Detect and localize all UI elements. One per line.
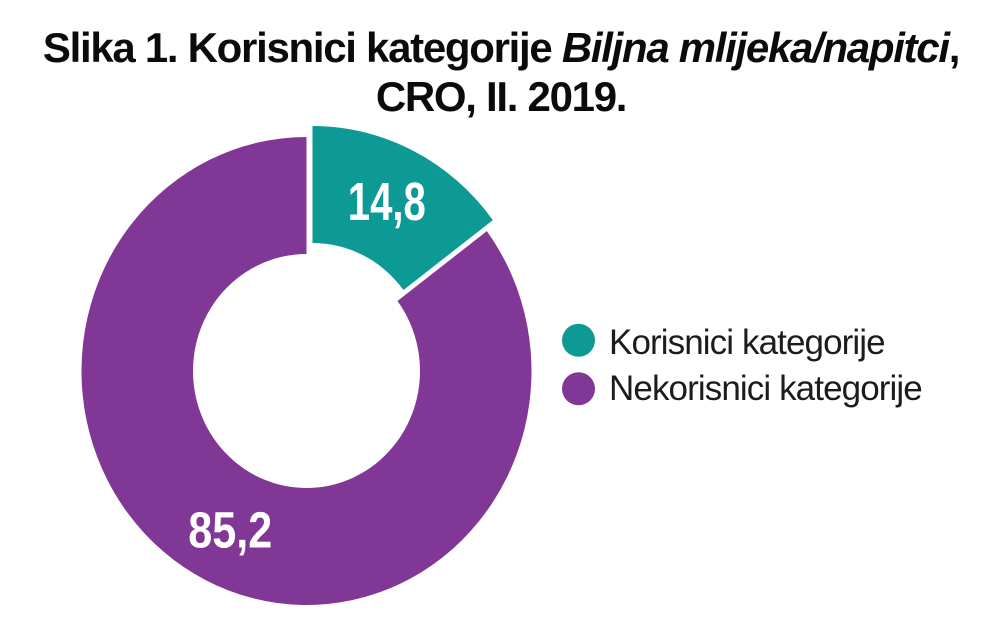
- svg-text:Nekorisnici kategorije: Nekorisnici kategorije: [609, 369, 922, 408]
- svg-text:85,2: 85,2: [188, 502, 272, 559]
- svg-text:14,8: 14,8: [348, 172, 426, 232]
- svg-text:Korisnici kategorije: Korisnici kategorije: [609, 323, 885, 362]
